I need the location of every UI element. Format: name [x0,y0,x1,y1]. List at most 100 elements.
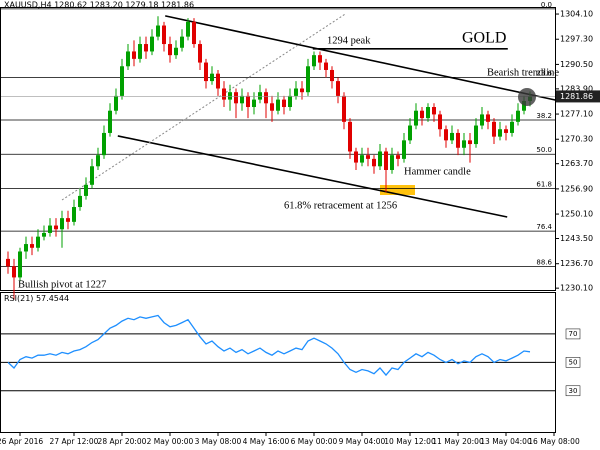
candle-body [246,95,250,108]
candle-body [222,88,226,100]
candle-body [48,225,52,233]
candle-body [192,21,196,45]
y-tick-label: 1236.70 [560,259,593,268]
candle-body [282,99,286,108]
candle-body [240,95,244,104]
y-tick-label: 1270.30 [560,135,593,144]
candle-body [336,81,340,96]
fib-label: 50.0 [536,146,552,154]
candle-body [480,114,484,126]
x-tick-label: 4 May 16:00 [243,437,290,446]
x-tick-label: 6 May 00:00 [291,437,338,446]
candle-body [450,132,454,141]
fib-label: 88.6 [536,258,552,266]
candle-body [216,73,220,89]
fib-label: 61.8 [536,181,552,189]
fib-label: 38.2 [536,112,552,120]
candle-body [510,121,514,133]
candle-body [522,101,526,111]
candle-body [132,51,136,59]
x-tick-label: 9 May 04:00 [339,437,386,446]
candle-body [24,244,28,252]
candle-body [168,44,172,56]
rsi-panel [0,292,556,433]
price-layer: 0.0 23.6 38.2 50.0 61.8 76.4 88.6 [1,1,559,436]
candle-body [318,55,322,63]
candle-body [144,44,148,52]
candle-body [18,251,22,278]
candle-body [468,140,472,145]
candle-body [426,107,430,119]
x-tick-label: 10 May 12:00 [384,437,436,446]
candle-body [198,44,202,63]
candle-body [444,129,448,141]
annotation: Bullish pivot at 1227 [18,279,106,290]
candle-body [234,92,238,104]
symbol-header: XAUUSD,H4 1280.62 1283.20 1279.18 1281.8… [4,1,194,10]
candle-body [306,66,310,93]
x-tick-label: 3 May 08:00 [195,437,242,446]
y-tick-label: 1250.10 [560,210,593,219]
candle-body [432,107,436,115]
annotation: Hammer candle [404,166,471,177]
x-tick-label: 13 May 04:00 [480,437,532,446]
price-panel [0,7,556,291]
candle-body [348,121,352,152]
candle-body [252,99,256,108]
candle-body [108,110,112,133]
y-tick-label: 1283.90 [560,84,593,93]
candle-body [210,73,214,82]
x-tick-label: 11 May 20:00 [432,437,484,446]
candle-body [78,195,82,208]
candle-body [114,95,118,111]
candle-body [102,132,106,156]
fib-label: 76.4 [536,223,552,231]
candle-body [372,158,376,167]
candle-body [294,88,298,96]
candle-body [498,129,502,137]
y-tick-label: 1230.10 [560,284,593,293]
trendline [61,13,346,201]
retracement-highlight [380,185,415,195]
y-tick-label: 1243.50 [560,234,593,243]
candle-body [204,62,208,82]
candle-body [516,110,520,122]
candle-body [486,114,490,122]
candle-body [270,103,274,111]
candle-body [138,44,142,59]
y-tick-label: 1256.90 [560,184,593,193]
candle-body [258,92,262,100]
y-tick-label: 70 [569,330,578,338]
candle-body [276,99,280,111]
candle-body [414,110,418,126]
candle-body [66,218,70,222]
rsi-level-box [565,328,581,340]
candle-body [300,88,304,93]
candle-body [36,236,40,248]
candle-body [342,95,346,122]
candle-body [6,258,10,267]
candle-body [438,114,442,130]
rsi-header: RSI(21) 57.4544 [4,294,69,303]
candle-body [402,140,406,159]
candle-body [156,25,160,37]
candle-body [288,95,292,108]
y-tick-label: 1290.50 [560,60,593,69]
y-tick-label: 30 [569,387,578,395]
last-price-box [556,90,600,103]
candle-body [42,232,46,237]
rsi-line [7,314,531,377]
annotation: 1294 peak [327,35,371,46]
candle-body [120,66,124,96]
candle-body [408,125,412,141]
y-tick-label: 1277.10 [560,110,593,119]
candle-body [150,36,154,52]
x-tick-label: 28 Apr 20:00 [98,437,147,446]
candle-body [186,21,190,37]
candle-body [354,151,358,163]
candle-body [474,125,478,145]
fib-label: 0.0 [541,1,552,9]
candle-body [228,92,232,100]
candle-body [492,121,496,137]
